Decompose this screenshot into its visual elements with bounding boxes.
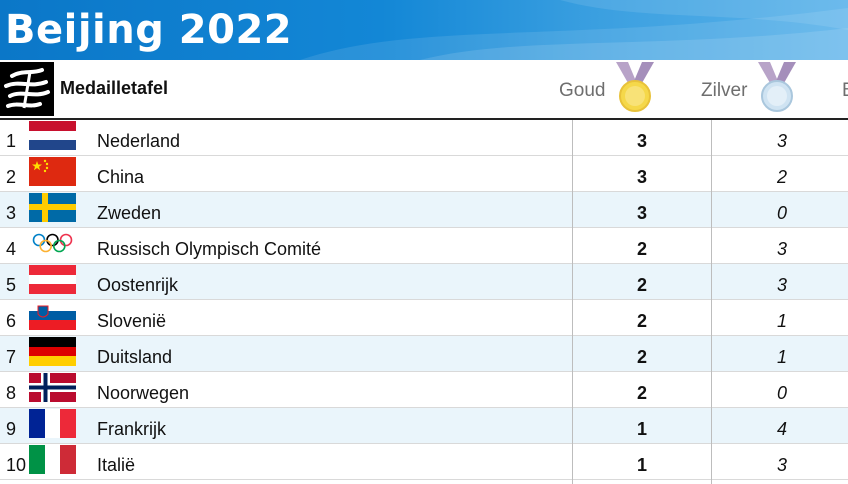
- france-flag-icon: [29, 409, 76, 438]
- table-title: Medailletafel: [60, 78, 169, 98]
- table-row: 6 Slovenië 2 1: [0, 300, 848, 336]
- silver-count: 0: [776, 383, 787, 403]
- silver-count: 3: [776, 239, 787, 259]
- china-flag-icon: [29, 157, 76, 186]
- table-row: 3 Zweden 3 0: [0, 192, 848, 228]
- italy-flag-icon: [29, 445, 76, 474]
- sweden-flag-icon: [29, 193, 76, 222]
- silver-count: 3: [776, 275, 787, 295]
- country-name[interactable]: Slovenië: [97, 311, 167, 331]
- table-row: 8 Noorwegen 2 0: [0, 372, 848, 408]
- country-name[interactable]: Noorwegen: [97, 383, 190, 403]
- olympic-rings-flag-icon: [29, 229, 76, 258]
- netherlands-flag-icon: [29, 121, 76, 150]
- rank: 10: [6, 455, 27, 475]
- table-header: [0, 60, 848, 118]
- country-name[interactable]: Italië: [97, 455, 136, 475]
- gold-count: 2: [636, 383, 647, 403]
- gold-count: 3: [636, 131, 647, 151]
- gold-count: 3: [636, 203, 647, 223]
- rank: 8: [6, 383, 17, 403]
- silver-medal-icon: [758, 62, 796, 112]
- country-name[interactable]: Frankrijk: [97, 419, 167, 439]
- rank: 7: [6, 347, 17, 367]
- gold-count: 3: [636, 167, 647, 187]
- silver-count: 3: [776, 131, 787, 151]
- banner-waves: [300, 0, 848, 60]
- column-gold-label[interactable]: Goud: [559, 80, 606, 101]
- table-row: 9 Frankrijk 1 4: [0, 408, 848, 444]
- silver-count: 0: [776, 203, 787, 223]
- country-name[interactable]: Nederland: [97, 131, 181, 151]
- table-row: 5 Oostenrijk 2 3: [0, 264, 848, 300]
- table-row: 2 China 3 2: [0, 156, 848, 192]
- silver-count: 1: [776, 311, 787, 331]
- country-name[interactable]: Duitsland: [97, 347, 173, 367]
- slovenia-flag-icon: [29, 301, 76, 330]
- gold-column-divider: [572, 120, 573, 484]
- gold-count: 2: [636, 347, 647, 367]
- column-bronze-label[interactable]: B: [842, 80, 848, 102]
- gold-medal-icon: [616, 62, 654, 112]
- austria-flag-icon: [29, 265, 76, 294]
- column-silver-label[interactable]: Zilver: [701, 80, 748, 101]
- banner-title: Beijing 2022: [5, 7, 293, 53]
- table-row: 4 Russisch Olympisch Comité 2 3: [0, 228, 848, 264]
- rank: 9: [6, 419, 17, 439]
- rank: 3: [6, 203, 17, 223]
- gold-count: 2: [636, 311, 647, 331]
- gold-count: 1: [636, 455, 647, 475]
- table-row: 1 Nederland 3 3: [0, 120, 848, 156]
- silver-count: 1: [776, 347, 787, 367]
- gold-count: 2: [636, 239, 647, 259]
- rank: 6: [6, 311, 17, 331]
- silver-column-divider: [711, 120, 712, 484]
- country-name[interactable]: Russisch Olympisch Comité: [97, 239, 322, 259]
- table-row: 7 Duitsland 2 1: [0, 336, 848, 372]
- gold-count: 2: [636, 275, 647, 295]
- gold-count: 1: [636, 419, 647, 439]
- country-name[interactable]: Zweden: [97, 203, 162, 223]
- country-name[interactable]: China: [97, 167, 145, 187]
- header-divider: [0, 118, 848, 120]
- beijing-emblem-icon: [0, 62, 54, 116]
- silver-count: 4: [776, 419, 787, 439]
- silver-count: 3: [776, 455, 787, 475]
- germany-flag-icon: [29, 337, 76, 366]
- rank: 1: [6, 131, 17, 151]
- rank: 4: [6, 239, 17, 259]
- rank: 5: [6, 275, 17, 295]
- country-name[interactable]: Oostenrijk: [97, 275, 179, 295]
- silver-count: 2: [776, 167, 787, 187]
- norway-flag-icon: [29, 373, 76, 402]
- table-row: 10 Italië 1 3: [0, 444, 848, 480]
- rank: 2: [6, 167, 17, 187]
- banner: Beijing 2022: [0, 0, 848, 60]
